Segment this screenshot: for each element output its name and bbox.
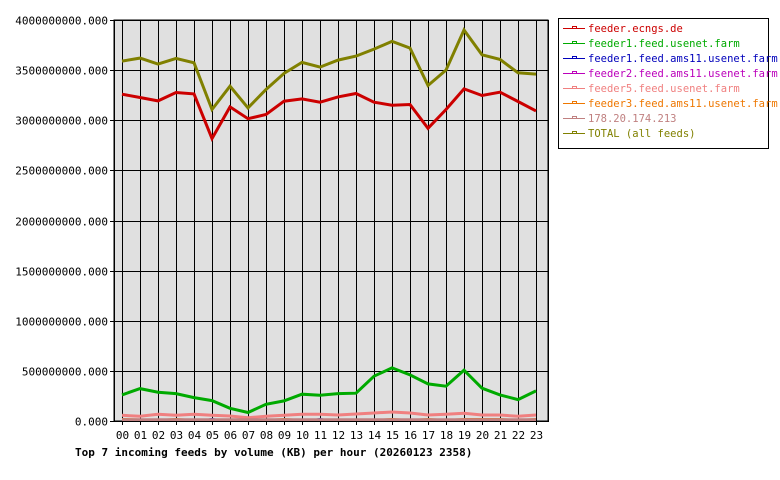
x-tick-label: 03 <box>170 429 183 442</box>
data-series <box>114 20 549 422</box>
legend-swatch-icon <box>563 54 585 64</box>
series-line <box>121 27 537 113</box>
legend-item-feeder5-usenet-farm: feeder5.feed.usenet.farm <box>563 82 740 96</box>
legend-swatch-icon <box>563 24 585 34</box>
x-tick-label: 12 <box>332 429 345 442</box>
x-tick-label: 09 <box>278 429 291 442</box>
x-tick-label: 13 <box>350 429 363 442</box>
x-tick-label: 15 <box>386 429 399 442</box>
legend-label: feeder3.feed.ams11.usenet.farm <box>588 98 778 110</box>
legend-item-ip-178-20-174-213: 178.20.174.213 <box>563 112 677 126</box>
legend-item-total: TOTAL (all feeds) <box>563 127 695 141</box>
legend-swatch-icon <box>563 129 585 139</box>
x-tick-label: 10 <box>296 429 309 442</box>
y-tick-label: 4000000000.000 <box>15 15 108 28</box>
x-tick-label: 21 <box>494 429 507 442</box>
y-tick-label: 3000000000.000 <box>15 115 108 128</box>
x-tick-label: 16 <box>404 429 417 442</box>
chart-title: Top 7 incoming feeds by volume (KB) per … <box>75 446 472 459</box>
x-tick-label: 02 <box>152 429 165 442</box>
legend-label: feeder2.feed.ams11.usenet.farm <box>588 68 778 80</box>
series-line <box>121 366 537 415</box>
x-axis: 00 01 02 03 04 05 06 07 08 09 10 11 12 13 14 15 16 17 18 19… <box>116 429 543 442</box>
x-tick-label: 07 <box>242 429 255 442</box>
series-line <box>121 87 537 143</box>
x-tick-label: 00 <box>116 429 129 442</box>
legend-swatch-icon <box>563 69 585 79</box>
legend-item-feeder2-ams11: feeder2.feed.ams11.usenet.farm <box>563 67 778 81</box>
x-tick-label: 08 <box>260 429 273 442</box>
legend-label: 178.20.174.213 <box>588 113 677 125</box>
x-tick-label: 22 <box>512 429 525 442</box>
y-axis: 0.000 500000000.000 1000000000.000 15000000… <box>15 15 108 429</box>
y-tick-label: 1500000000.000 <box>15 266 108 279</box>
y-tick-label: 3500000000.000 <box>15 65 108 78</box>
x-tick-label: 14 <box>368 429 382 442</box>
legend-label: feeder1.feed.usenet.farm <box>588 38 740 50</box>
x-tick-label: 20 <box>476 429 489 442</box>
x-tick-label: 06 <box>224 429 237 442</box>
plot-frame <box>114 20 549 422</box>
legend: feeder.ecngs.de feeder1.feed.usenet.farm… <box>558 18 778 149</box>
legend-swatch-icon <box>563 114 585 124</box>
x-tick-label: 19 <box>458 429 471 442</box>
y-tick-label: 2500000000.000 <box>15 165 108 178</box>
legend-label: TOTAL (all feeds) <box>588 128 696 140</box>
legend-label: feeder5.feed.usenet.farm <box>588 83 740 95</box>
legend-item-feeder3-ams11: feeder3.feed.ams11.usenet.farm <box>563 97 778 111</box>
x-tick-label: 05 <box>206 429 219 442</box>
x-tick-label: 23 <box>530 429 543 442</box>
series-line <box>121 410 537 420</box>
y-tick-label: 500000000.000 <box>22 366 108 379</box>
legend-swatch-icon <box>563 99 585 109</box>
y-tick-label: 2000000000.000 <box>15 216 108 229</box>
x-tick-label: 01 <box>134 429 147 442</box>
x-tick-label: 11 <box>314 429 327 442</box>
legend-swatch-icon <box>563 84 585 94</box>
y-tick-label: 1000000000.000 <box>15 316 108 329</box>
plot-area <box>113 19 549 422</box>
x-tick-label: 18 <box>440 429 453 442</box>
legend-item-feeder1-ams11: feeder1.feed.ams11.usenet.farm <box>563 52 778 66</box>
legend-label: feeder.ecngs.de <box>588 23 683 35</box>
legend-swatch-icon <box>563 39 585 49</box>
legend-item-feeder1-usenet-farm: feeder1.feed.usenet.farm <box>563 37 740 51</box>
x-tick-label: 04 <box>188 429 202 442</box>
legend-label: feeder1.feed.ams11.usenet.farm <box>588 53 778 65</box>
y-tick-label: 0.000 <box>75 416 108 429</box>
x-tick-label: 17 <box>422 429 435 442</box>
legend-item-feeder-ecngs: feeder.ecngs.de <box>563 22 683 36</box>
